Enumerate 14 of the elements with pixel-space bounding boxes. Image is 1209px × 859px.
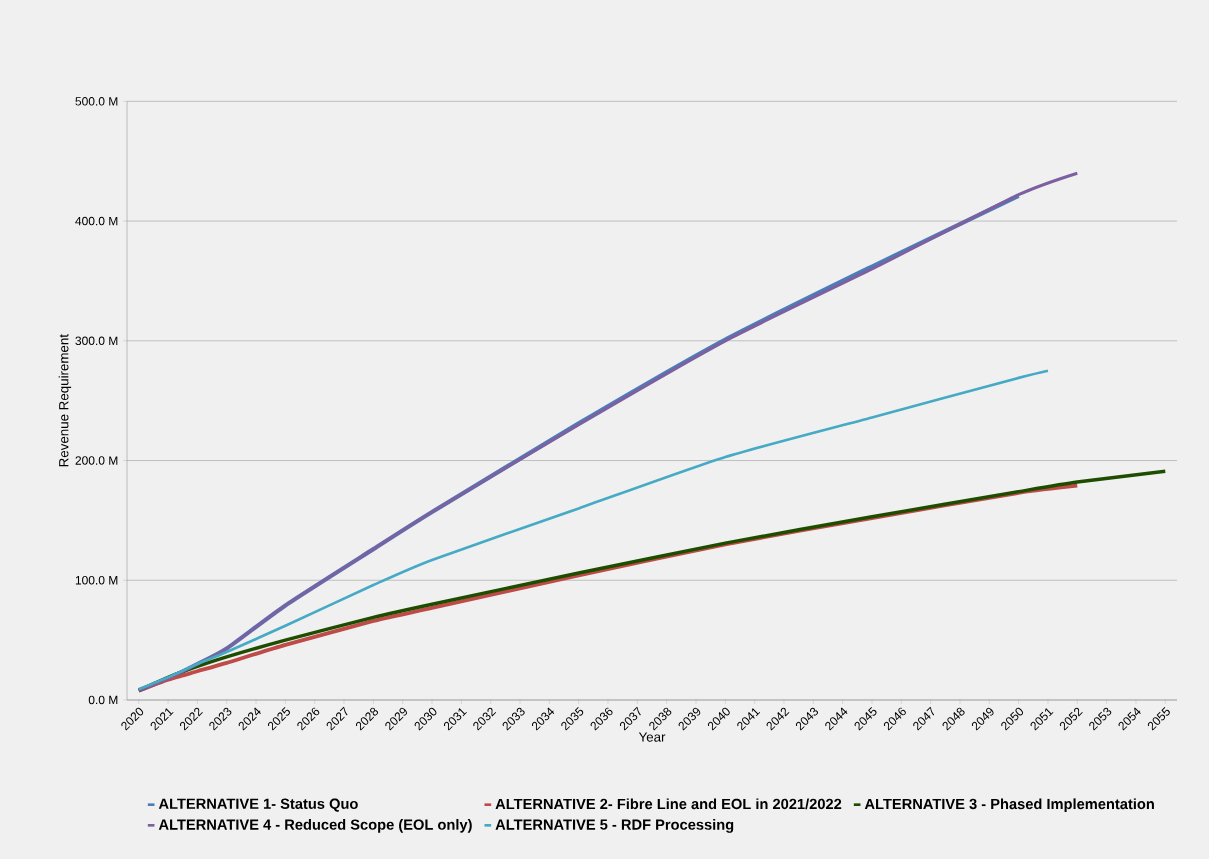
y-tick-label: 400.0 M	[75, 216, 118, 226]
legend-label: ALTERNATIVE 5 - RDF Processing	[495, 819, 734, 833]
y-tick-label: 100.0 M	[75, 576, 118, 585]
legend-label: ALTERNATIVE 1- Status Quo	[158, 798, 358, 812]
x-axis-title: Year	[638, 732, 666, 742]
y-axis-title: Revenue Requirement	[58, 334, 72, 467]
legend-label: ALTERNATIVE 4 - Reduced Scope (EOL only)	[158, 819, 472, 833]
line-series	[137, 369, 1050, 691]
legend-label: ALTERNATIVE 2- Fibre Line and EOL in 2021/2022	[495, 798, 842, 810]
y-tick-label: 0.0 M	[88, 695, 118, 705]
legend-label: ALTERNATIVE 3 - Phased Implementation	[864, 798, 1154, 813]
y-tick-label: 200.0 M	[75, 456, 118, 465]
y-tick-label: 300.0 M	[75, 336, 118, 346]
y-tick-label: 500.0 M	[75, 97, 118, 106]
